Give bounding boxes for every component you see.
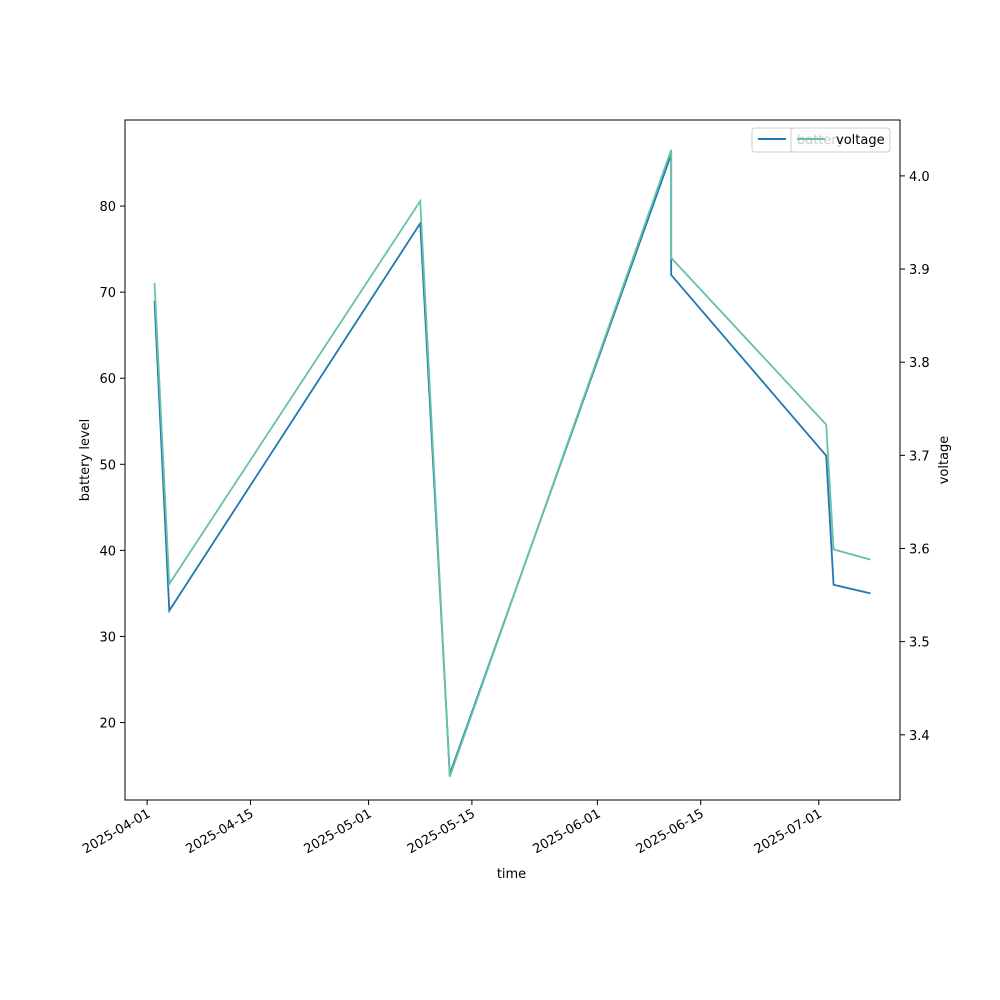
y-tick-label-5: 70 xyxy=(99,286,116,301)
axes-frame xyxy=(124,119,901,801)
y-tick-label-4: 60 xyxy=(99,372,116,387)
plot-area xyxy=(153,149,871,778)
series-line-voltage xyxy=(153,149,871,778)
y2-tick-label-6: 4.0 xyxy=(909,170,930,185)
y-tick-label-3: 50 xyxy=(99,458,116,473)
y-tick-label-2: 40 xyxy=(99,544,116,559)
y-tick-label-1: 30 xyxy=(99,630,116,645)
y2-tick-label-3: 3.7 xyxy=(909,449,930,464)
y-tick-label-6: 80 xyxy=(99,200,116,215)
legend-label-voltage: voltage xyxy=(836,133,885,148)
y2-tick-label-0: 3.4 xyxy=(909,729,930,744)
y-tick-label-0: 20 xyxy=(99,717,116,732)
x-axis-label: time xyxy=(497,867,526,882)
legend-box-voltage xyxy=(790,127,891,153)
y-axis-label: battery level xyxy=(78,419,93,502)
y2-tick-label-2: 3.6 xyxy=(909,542,930,557)
y2-tick-label-5: 3.9 xyxy=(909,263,930,278)
y2-axis-label: voltage xyxy=(937,436,952,485)
y2-tick-label-4: 3.8 xyxy=(909,356,930,371)
y2-tick-label-1: 3.5 xyxy=(909,636,930,651)
legend-group: batteryvoltage xyxy=(751,127,891,153)
